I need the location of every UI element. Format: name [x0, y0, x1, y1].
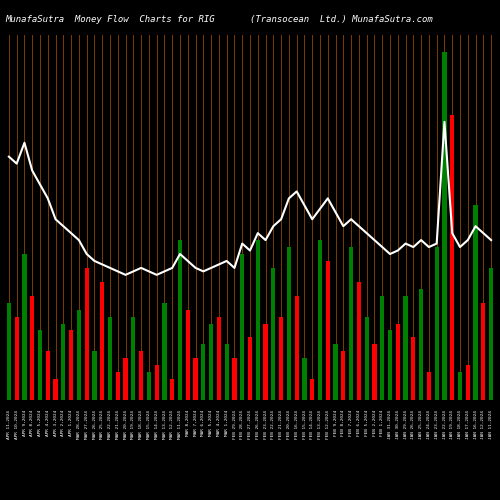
Bar	[54, 379, 58, 400]
Bar	[489, 268, 493, 400]
Bar	[427, 372, 431, 400]
Text: (Transocean  Ltd.) MunafaSutra.com: (Transocean Ltd.) MunafaSutra.com	[250, 15, 433, 24]
Bar	[466, 365, 470, 400]
Bar	[147, 372, 151, 400]
Bar	[131, 316, 136, 400]
Bar	[442, 52, 446, 400]
Bar	[116, 372, 120, 400]
Bar	[232, 358, 236, 400]
Bar	[108, 316, 112, 400]
Bar	[326, 261, 330, 400]
Bar	[388, 330, 392, 400]
Bar	[450, 115, 454, 400]
Bar	[419, 289, 423, 400]
Bar	[224, 344, 229, 400]
Bar	[186, 310, 190, 400]
Bar	[77, 310, 81, 400]
Bar	[178, 240, 182, 400]
Bar	[271, 268, 276, 400]
Bar	[139, 352, 143, 400]
Bar	[349, 247, 353, 400]
Bar	[302, 358, 306, 400]
Bar	[201, 344, 205, 400]
Bar	[310, 379, 314, 400]
Bar	[30, 296, 34, 400]
Bar	[7, 302, 11, 400]
Bar	[217, 316, 221, 400]
Bar	[396, 324, 400, 400]
Bar	[100, 282, 104, 400]
Bar	[240, 254, 244, 400]
Bar	[14, 316, 19, 400]
Text: MunafaSutra  Money Flow  Charts for RIG: MunafaSutra Money Flow Charts for RIG	[5, 15, 214, 24]
Bar	[92, 352, 96, 400]
Bar	[294, 296, 299, 400]
Bar	[46, 352, 50, 400]
Bar	[372, 344, 376, 400]
Bar	[334, 344, 338, 400]
Bar	[248, 338, 252, 400]
Bar	[162, 302, 166, 400]
Bar	[69, 330, 73, 400]
Bar	[194, 358, 198, 400]
Bar	[357, 282, 361, 400]
Bar	[481, 302, 486, 400]
Bar	[170, 379, 174, 400]
Bar	[84, 268, 89, 400]
Bar	[404, 296, 407, 400]
Bar	[380, 296, 384, 400]
Bar	[279, 316, 283, 400]
Bar	[264, 324, 268, 400]
Bar	[61, 324, 66, 400]
Bar	[209, 324, 213, 400]
Bar	[287, 247, 291, 400]
Bar	[38, 330, 42, 400]
Bar	[154, 365, 159, 400]
Bar	[364, 316, 369, 400]
Bar	[256, 240, 260, 400]
Bar	[341, 352, 345, 400]
Bar	[318, 240, 322, 400]
Bar	[458, 372, 462, 400]
Bar	[434, 247, 439, 400]
Bar	[474, 206, 478, 400]
Bar	[411, 338, 416, 400]
Bar	[22, 254, 26, 400]
Bar	[124, 358, 128, 400]
